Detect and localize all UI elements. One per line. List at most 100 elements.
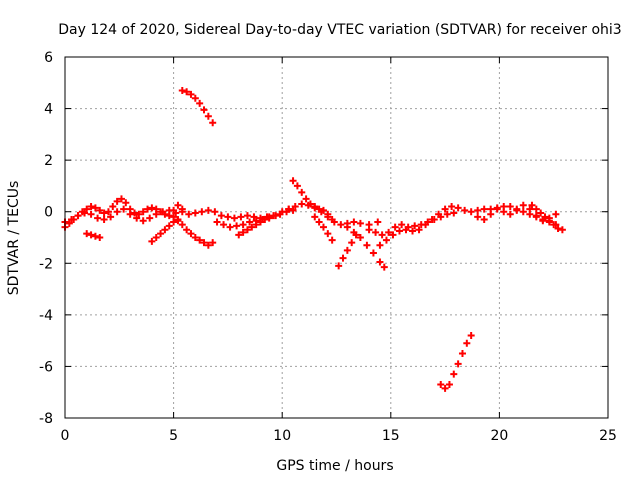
data-point	[339, 254, 347, 262]
data-point	[474, 206, 482, 214]
data-point	[133, 214, 141, 222]
data-point	[83, 205, 91, 213]
data-point	[126, 210, 134, 218]
data-point	[204, 112, 212, 120]
x-tick-label: 0	[61, 428, 70, 444]
data-point	[224, 213, 232, 221]
axis-ticks: 0 5 10 15 20 25 -8 -6 -4 -2 0 2 4 6	[39, 50, 617, 444]
series-arc-6	[170, 213, 217, 249]
data-point	[493, 205, 501, 213]
data-point	[450, 370, 458, 378]
data-point	[474, 213, 482, 221]
data-point	[187, 230, 195, 238]
data-point	[324, 213, 332, 221]
series-arc-13	[335, 231, 360, 270]
data-point	[461, 206, 469, 214]
data-point	[185, 210, 193, 218]
data-point	[395, 227, 403, 235]
data-point	[417, 221, 425, 229]
data-point	[506, 210, 514, 218]
data-point	[196, 236, 204, 244]
data-point	[165, 222, 173, 230]
data-point	[204, 241, 212, 249]
data-point	[237, 213, 245, 221]
data-point	[441, 205, 449, 213]
data-point	[528, 201, 536, 209]
data-point	[298, 200, 306, 208]
data-point	[424, 218, 432, 226]
data-point	[233, 222, 241, 230]
series-arc-5	[178, 87, 217, 127]
data-point	[178, 208, 186, 216]
data-point	[350, 228, 358, 236]
y-tick-label: 4	[44, 102, 53, 118]
data-point	[172, 209, 180, 217]
data-point	[506, 203, 514, 211]
data-point	[265, 213, 273, 221]
data-point	[372, 228, 380, 236]
y-tick-label: -8	[39, 411, 53, 427]
data-point	[467, 331, 475, 339]
data-point	[348, 239, 356, 247]
data-point	[519, 201, 527, 209]
data-point	[200, 239, 208, 247]
data-point	[113, 197, 121, 205]
data-point	[285, 205, 293, 213]
data-point	[374, 218, 382, 226]
data-point	[554, 224, 562, 232]
series-arc-2	[61, 205, 180, 226]
data-point	[409, 227, 417, 235]
data-point	[369, 249, 377, 257]
data-point	[330, 218, 338, 226]
series-arc-12	[311, 213, 336, 244]
data-point	[463, 339, 471, 347]
data-point	[152, 210, 160, 218]
data-point	[87, 231, 95, 239]
data-point	[315, 218, 323, 226]
data-point	[243, 226, 251, 234]
data-point	[217, 212, 225, 220]
data-point	[174, 201, 182, 209]
data-point	[467, 208, 475, 216]
y-tick-label: 2	[44, 153, 53, 169]
data-point	[500, 208, 508, 216]
series-arc-18	[474, 201, 560, 225]
data-point	[298, 188, 306, 196]
data-point	[541, 213, 549, 221]
data-point	[68, 215, 76, 223]
series-arc-8	[213, 205, 293, 231]
series-arc-19	[528, 201, 562, 232]
data-point	[230, 214, 238, 222]
data-point	[365, 226, 373, 234]
data-point	[278, 208, 286, 216]
x-tick-label: 25	[599, 428, 617, 444]
data-point	[170, 213, 178, 221]
data-point	[385, 228, 393, 236]
data-point	[337, 221, 345, 229]
x-axis-label: GPS time / hours	[276, 458, 393, 474]
data-point	[152, 234, 160, 241]
data-point	[324, 230, 332, 238]
data-point	[117, 195, 125, 203]
data-point	[198, 208, 206, 216]
data-point	[252, 221, 260, 229]
series-arc-3	[83, 230, 104, 241]
data-point	[196, 99, 204, 107]
y-tick-label: -6	[39, 359, 53, 375]
data-point	[220, 221, 228, 229]
data-point	[246, 218, 254, 226]
data-point	[391, 223, 399, 231]
data-point	[317, 208, 325, 216]
chart-title: Day 124 of 2020, Sidereal Day-to-day VTE…	[58, 22, 621, 38]
data-point	[94, 214, 102, 222]
data-point	[120, 205, 128, 213]
data-point	[83, 230, 91, 238]
data-point	[239, 221, 247, 229]
data-point	[382, 236, 390, 244]
data-point	[226, 223, 234, 231]
data-point	[191, 234, 199, 241]
data-point	[356, 219, 364, 227]
data-point	[389, 231, 397, 239]
data-point	[539, 217, 547, 225]
